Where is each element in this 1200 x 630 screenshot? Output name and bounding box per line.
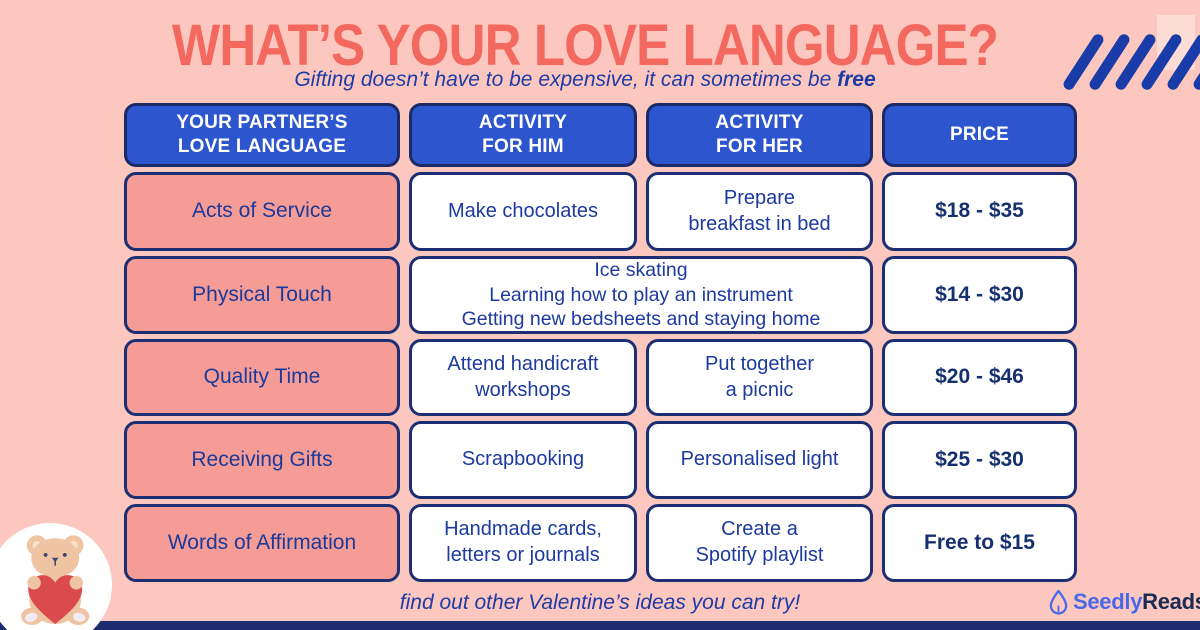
seedly-reads-logo: SeedlyReads — [1048, 589, 1200, 615]
language-label: Physical Touch — [192, 282, 332, 306]
table-row-language-cell: Physical Touch — [124, 256, 400, 334]
footer-note: find out other Valentine’s ideas you can… — [399, 591, 801, 614]
language-label: Quality Time — [203, 365, 321, 389]
footer-strip — [0, 621, 1200, 630]
subtitle-bold-text: free — [837, 68, 876, 91]
table-row-language-cell: Quality Time — [124, 339, 400, 416]
column-header-label: ACTIVITY FOR HIM — [478, 111, 568, 157]
activity-label: Personalised light — [680, 448, 839, 471]
column-header-label: PRICE — [949, 123, 1010, 145]
brand-seedly: Seedly — [1073, 589, 1143, 614]
table-row-her-cell: Personalised light — [646, 421, 873, 499]
column-header-activity-him: ACTIVITY FOR HIM — [409, 103, 637, 167]
brand-reads: Reads — [1142, 589, 1200, 614]
table-row-price-cell: $18 - $35 — [882, 172, 1077, 251]
table-row-him-cell: Make chocolates — [409, 172, 637, 251]
activity-label: Make chocolates — [447, 199, 599, 222]
price-label: Free to $15 — [924, 530, 1035, 554]
activity-label: Scrapbooking — [461, 448, 585, 471]
table-row-language-cell: Words of Affirmation — [124, 504, 400, 582]
activity-label: Handmade cards, letters or journals — [444, 518, 602, 566]
table-row-language-cell: Acts of Service — [124, 172, 400, 251]
column-header-love-language: YOUR PARTNER’S LOVE LANGUAGE — [124, 103, 400, 167]
column-header-label: ACTIVITY FOR HER — [715, 111, 804, 157]
seedly-droplet-icon — [1049, 589, 1068, 615]
table-row-her-cell: Prepare breakfast in bed — [646, 172, 873, 251]
page-title: WHAT’S YOUR LOVE LANGUAGE? — [172, 13, 999, 78]
table-row-shared-activity-cell: Ice skating Learning how to play an inst… — [409, 256, 873, 334]
column-header-price: PRICE — [882, 103, 1077, 167]
language-label: Words of Affirmation — [167, 530, 357, 554]
activity-label: Prepare breakfast in bed — [688, 186, 831, 235]
table-row-price-cell: $25 - $30 — [882, 421, 1077, 499]
diagonal-stripes-icon — [0, 0, 1200, 110]
table-row-language-cell: Receiving Gifts — [124, 421, 400, 499]
table-row-her-cell: Put together a picnic — [646, 339, 873, 416]
activity-label: Attend handicraft workshops — [447, 352, 599, 401]
subtitle-text: Gifting doesn’t have to be expensive, it… — [294, 68, 838, 91]
price-label: $18 - $35 — [935, 199, 1024, 223]
subtitle: Gifting doesn’t have to be expensive, it… — [0, 68, 1170, 92]
price-label: $25 - $30 — [935, 447, 1024, 471]
column-header-label: YOUR PARTNER’S LOVE LANGUAGE — [176, 111, 348, 157]
love-language-table: YOUR PARTNER’S LOVE LANGUAGE ACTIVITY FO… — [124, 103, 1077, 582]
teddy-bear-heart-icon — [21, 535, 90, 625]
column-header-activity-her: ACTIVITY FOR HER — [646, 103, 873, 167]
table-row-him-cell: Handmade cards, letters or journals — [409, 504, 637, 582]
activity-label: Create a Spotify playlist — [695, 518, 824, 566]
activity-label: Ice skating Learning how to play an inst… — [461, 258, 821, 331]
activity-label: Put together a picnic — [705, 352, 814, 401]
table-row-price-cell: $14 - $30 — [882, 256, 1077, 334]
table-row-him-cell: Attend handicraft workshops — [409, 339, 637, 416]
table-row-her-cell: Create a Spotify playlist — [646, 504, 873, 582]
table-row-price-cell: Free to $15 — [882, 504, 1077, 582]
price-label: $14 - $30 — [935, 282, 1024, 306]
language-label: Acts of Service — [191, 199, 333, 223]
price-label: $20 - $46 — [935, 365, 1024, 389]
table-row-price-cell: $20 - $46 — [882, 339, 1077, 416]
language-label: Receiving Gifts — [191, 447, 333, 471]
table-row-him-cell: Scrapbooking — [409, 421, 637, 499]
